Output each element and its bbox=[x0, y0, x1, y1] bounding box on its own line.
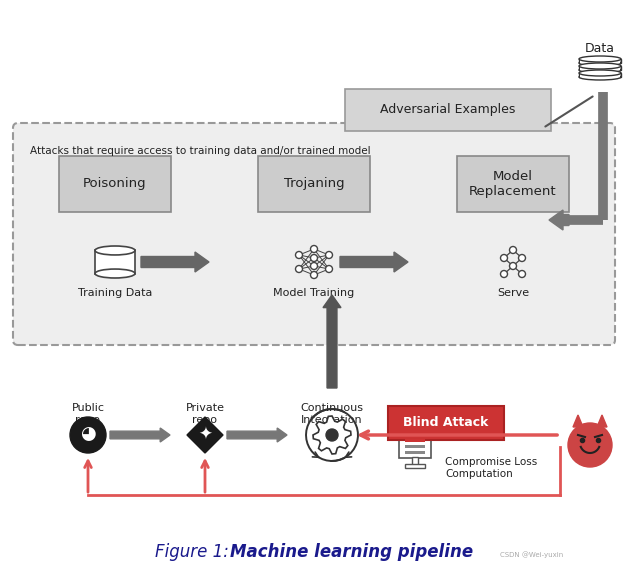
Polygon shape bbox=[110, 428, 170, 442]
Text: Training Data: Training Data bbox=[78, 288, 152, 298]
Ellipse shape bbox=[579, 70, 621, 76]
Bar bbox=[579, 73, 621, 77]
Circle shape bbox=[518, 271, 526, 278]
Ellipse shape bbox=[579, 63, 621, 69]
Circle shape bbox=[509, 263, 516, 270]
Bar bbox=[95, 251, 135, 274]
Polygon shape bbox=[340, 252, 408, 272]
Text: Machine learning pipeline: Machine learning pipeline bbox=[230, 543, 473, 561]
Circle shape bbox=[500, 271, 507, 278]
Polygon shape bbox=[597, 415, 607, 427]
Circle shape bbox=[310, 245, 317, 252]
Text: Figure 1:: Figure 1: bbox=[155, 543, 234, 561]
Polygon shape bbox=[141, 252, 209, 272]
Bar bbox=[405, 439, 425, 442]
FancyBboxPatch shape bbox=[59, 156, 171, 212]
Text: Data: Data bbox=[585, 42, 615, 55]
Circle shape bbox=[325, 266, 332, 272]
Circle shape bbox=[310, 263, 317, 270]
Bar bbox=[579, 66, 621, 70]
Text: Continuous
Integration: Continuous Integration bbox=[301, 403, 363, 425]
Ellipse shape bbox=[579, 67, 621, 73]
Text: ▲: ▲ bbox=[79, 421, 84, 427]
Text: Poisoning: Poisoning bbox=[83, 177, 147, 191]
Ellipse shape bbox=[95, 246, 135, 255]
Bar bbox=[96, 252, 134, 274]
Bar bbox=[580, 66, 620, 70]
Text: Public
repo: Public repo bbox=[71, 403, 104, 425]
FancyBboxPatch shape bbox=[388, 406, 504, 440]
Polygon shape bbox=[549, 210, 569, 230]
Bar bbox=[405, 445, 425, 448]
Text: Attacks that require access to training data and/or trained model: Attacks that require access to training … bbox=[30, 146, 371, 156]
Circle shape bbox=[296, 266, 303, 272]
Bar bbox=[399, 436, 431, 458]
Text: ◕: ◕ bbox=[80, 425, 96, 443]
Ellipse shape bbox=[579, 74, 621, 80]
Circle shape bbox=[296, 252, 303, 259]
Circle shape bbox=[326, 429, 338, 441]
FancyBboxPatch shape bbox=[258, 156, 370, 212]
FancyBboxPatch shape bbox=[345, 89, 551, 131]
Ellipse shape bbox=[579, 60, 621, 66]
Bar bbox=[580, 74, 620, 77]
Ellipse shape bbox=[579, 56, 621, 62]
Text: ▲: ▲ bbox=[92, 421, 98, 427]
Text: ✦: ✦ bbox=[198, 426, 212, 444]
Bar bbox=[580, 59, 620, 63]
Polygon shape bbox=[313, 416, 351, 454]
Circle shape bbox=[509, 247, 516, 253]
Circle shape bbox=[325, 252, 332, 259]
Ellipse shape bbox=[95, 269, 135, 278]
Circle shape bbox=[70, 417, 106, 453]
Text: Model
Replacement: Model Replacement bbox=[469, 170, 557, 198]
Circle shape bbox=[310, 255, 317, 262]
Circle shape bbox=[568, 423, 612, 467]
Circle shape bbox=[500, 255, 507, 262]
Polygon shape bbox=[323, 295, 341, 388]
Bar bbox=[579, 59, 621, 63]
FancyBboxPatch shape bbox=[457, 156, 569, 212]
Text: CSDN @Wei-yuxin: CSDN @Wei-yuxin bbox=[500, 552, 564, 558]
Bar bbox=[412, 457, 418, 465]
Text: Model Training: Model Training bbox=[273, 288, 355, 298]
Text: Serve: Serve bbox=[497, 288, 529, 298]
Polygon shape bbox=[573, 415, 583, 427]
Text: Trojaning: Trojaning bbox=[284, 177, 345, 191]
FancyBboxPatch shape bbox=[13, 123, 615, 345]
Circle shape bbox=[310, 271, 317, 279]
Text: Compromise Loss
Computation: Compromise Loss Computation bbox=[445, 457, 537, 479]
Text: Adversarial Examples: Adversarial Examples bbox=[381, 104, 516, 116]
Text: Private
repo: Private repo bbox=[185, 403, 225, 425]
Bar bbox=[405, 464, 425, 468]
Polygon shape bbox=[227, 428, 287, 442]
Polygon shape bbox=[187, 417, 223, 453]
Circle shape bbox=[518, 255, 526, 262]
Text: Blind Attack: Blind Attack bbox=[403, 416, 489, 430]
Bar bbox=[405, 451, 425, 454]
